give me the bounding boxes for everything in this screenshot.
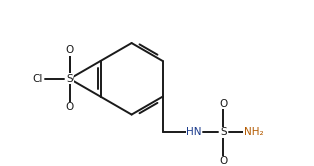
Text: O: O [219,99,227,109]
Text: S: S [66,74,73,84]
Text: NH₂: NH₂ [244,127,263,137]
Text: HN: HN [186,127,202,137]
Text: O: O [219,156,227,166]
Text: O: O [66,74,74,84]
Text: O: O [66,102,74,112]
Text: S: S [220,127,227,137]
Text: Cl: Cl [32,74,43,84]
Text: O: O [66,45,74,55]
